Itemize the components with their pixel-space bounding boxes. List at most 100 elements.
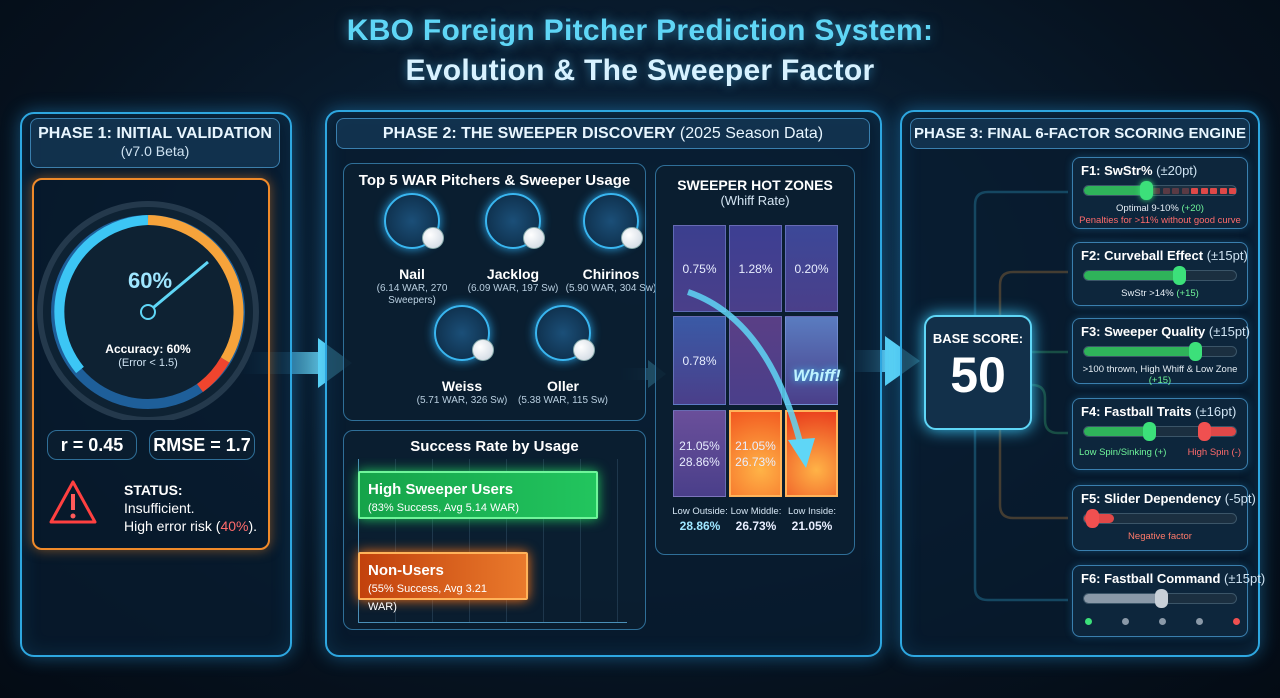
base-score-box: BASE SCORE: 50 (924, 315, 1032, 430)
penalty-segment (1219, 188, 1227, 194)
factor-slider[interactable] (1083, 342, 1237, 361)
slider-fill (1084, 514, 1115, 523)
phase1-title: PHASE 1: INITIAL VALIDATION (38, 125, 272, 142)
pitcher-avatar (384, 193, 444, 249)
pitcher-stat: (6.09 WAR, 197 Sw) (467, 283, 559, 294)
penalty-segment (1210, 188, 1218, 194)
penalty-segment (1229, 188, 1237, 194)
pitcher-name: Oller (547, 378, 579, 394)
page-title-line1: KBO Foreign Pitcher Prediction System: (346, 14, 934, 47)
zones-subtitle: (Whiff Rate) (720, 193, 790, 208)
status-label: STATUS: (124, 482, 183, 498)
factor-title: F5: Slider Dependency (-5pt) (1081, 491, 1256, 506)
command-dot (1085, 618, 1092, 625)
penalty-segment (1162, 188, 1170, 194)
factor-card-f4: F4: Fastball Traits (±16pt) Low Spin/Sink… (1072, 398, 1248, 470)
sweeper-trajectory-arrow (687, 289, 815, 468)
factor-note-penalty: Penalties for >11% without good curve (1079, 215, 1241, 226)
pitcher-name: Weiss (441, 378, 483, 394)
pitcher-avatar (535, 305, 595, 361)
zone-cell: 21.05% 26.73% (729, 410, 782, 497)
baseball-icon (523, 227, 545, 249)
zone-value: 21.05% (791, 519, 833, 533)
warning-triangle-icon (49, 480, 97, 524)
phase2-header: PHASE 2: THE SWEEPER DISCOVERY (2025 Sea… (336, 118, 870, 149)
factor-title: F2: Curveball Effect (±15pt) (1081, 248, 1248, 263)
phase3-header: PHASE 3: FINAL 6-FACTOR SCORING ENGINE (910, 118, 1250, 149)
page-title-line2: Evolution & The Sweeper Factor (405, 54, 875, 87)
zone-label: Low Middle: (730, 506, 782, 517)
pitcher-name: Nail (399, 266, 425, 282)
zone-cell: 1.28% (729, 225, 782, 312)
factor-card-f1: F1: SwStr% (±20pt) Optimal 9-10% (+20) Pen… (1072, 157, 1248, 229)
zone-cell: 0.78% (673, 316, 726, 405)
bar-non-users: Non-Users (55% Success, Avg 3.21 WAR) (358, 552, 528, 613)
zone-label: Low Inside: (787, 506, 837, 517)
zone-cell: 0.20% (785, 225, 838, 312)
slider-knob-green[interactable] (1142, 422, 1156, 441)
factor-slider[interactable] (1083, 589, 1237, 608)
pitcher-avatar (583, 193, 643, 249)
factor-title: F3: Sweeper Quality (±15pt) (1081, 324, 1250, 339)
slider-knob[interactable] (1155, 589, 1168, 608)
pitcher-stat: (5.71 WAR, 326 Sw) (416, 395, 508, 406)
factor-title: F1: SwStr% (±20pt) (1081, 163, 1198, 178)
penalty-segment (1181, 188, 1189, 194)
baseball-icon (422, 227, 444, 249)
validation-box (32, 178, 270, 550)
factor-slider[interactable] (1083, 181, 1237, 200)
factor-card-f2: F2: Curveball Effect (±15pt) SwStr >14% (… (1072, 242, 1248, 306)
phase1-header: PHASE 1: INITIAL VALIDATION (v7.0 Beta) (30, 118, 280, 168)
error-label: (Error < 1.5) (118, 357, 178, 369)
penalty-segment (1200, 188, 1208, 194)
command-dot (1159, 618, 1166, 625)
factor-slider[interactable] (1083, 422, 1237, 441)
slider-fill (1084, 594, 1160, 603)
factor-note: Negative factor (1128, 531, 1192, 542)
base-score-label: BASE SCORE: (932, 331, 1024, 346)
rmse-value-box: RMSE = 1.7 (149, 430, 255, 460)
zone-cell (785, 316, 838, 405)
pitcher-stat: (5.38 WAR, 115 Sw) (517, 395, 609, 406)
status-risk: 40% (220, 518, 249, 534)
slider-fill (1084, 186, 1145, 195)
penalty-segment (1191, 188, 1199, 194)
factor-slider[interactable] (1083, 509, 1237, 528)
zone-label: Low Outside: (672, 506, 728, 517)
accuracy-gauge (37, 201, 259, 420)
factor-slider[interactable] (1083, 266, 1237, 285)
command-dot (1196, 618, 1203, 625)
zone-value: 26.73% (735, 519, 777, 533)
slider-knob[interactable] (1173, 266, 1187, 285)
slider-fill (1084, 271, 1179, 280)
slider-knob-red[interactable] (1198, 422, 1212, 441)
baseball-icon (621, 227, 643, 249)
base-score-value: 50 (950, 347, 1006, 403)
factor-card-f6: F6: Fastball Command (±15pt) (1072, 565, 1265, 637)
zone-cell: 21.05% 28.86% (673, 410, 726, 497)
r-value-box: r = 0.45 (47, 430, 137, 460)
factor-note-left: Low Spin/Sinking (+) (1079, 447, 1167, 458)
command-dot (1233, 618, 1240, 625)
factor-card-f5: F5: Slider Dependency (-5pt) Negative fac… (1072, 485, 1256, 551)
phase1-subtitle: (v7.0 Beta) (120, 143, 190, 159)
slider-knob[interactable] (1085, 509, 1099, 528)
whiff-label: Whiff! (793, 366, 841, 385)
zone-cell (729, 316, 782, 405)
accuracy-label: Accuracy: 60% (105, 342, 191, 356)
factor-title: F6: Fastball Command (±15pt) (1081, 571, 1266, 586)
baseball-icon (573, 339, 595, 361)
pitcher-avatar (485, 193, 545, 249)
pitcher-stat: (5.90 WAR, 304 Sw) (565, 283, 657, 294)
pitcher-name: Chirinos (582, 266, 640, 282)
pitcher-name: Jacklog (486, 266, 540, 282)
slider-knob[interactable] (1139, 181, 1153, 200)
zone-value: 28.86% (679, 519, 721, 533)
status-line1: Insufficient. (124, 500, 195, 516)
penalty-segment (1153, 188, 1161, 194)
baseball-icon (472, 339, 494, 361)
slider-knob[interactable] (1188, 342, 1202, 361)
factor-note-right: High Spin (-) (1187, 447, 1241, 458)
factor-note: >100 thrown, High Whiff & Low Zone (+15) (1082, 364, 1238, 386)
phase2-title: PHASE 2: THE SWEEPER DISCOVERY (382, 125, 676, 142)
